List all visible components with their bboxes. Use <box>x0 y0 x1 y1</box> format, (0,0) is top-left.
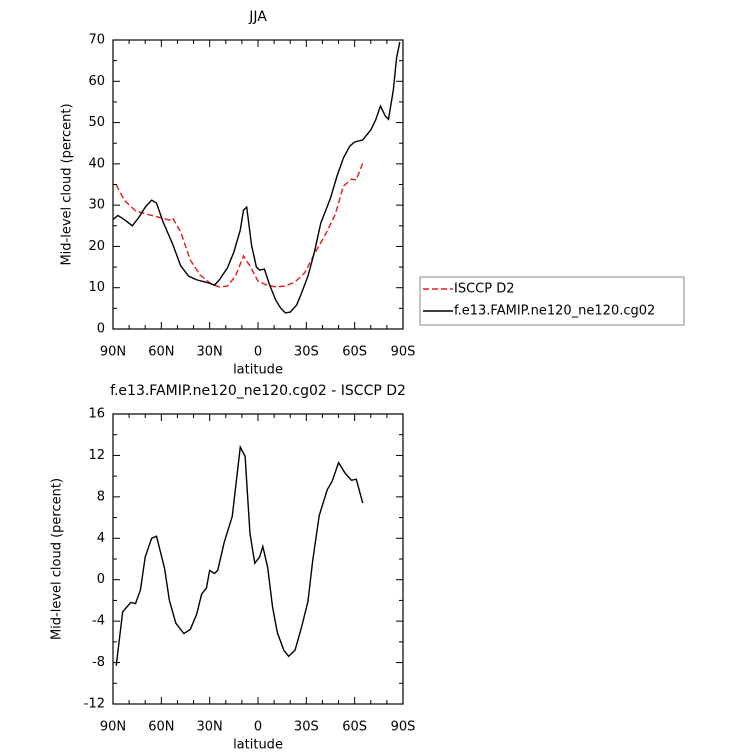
x-tick-label: 60N <box>148 345 174 360</box>
x-tick-label: 30S <box>294 345 319 360</box>
y-tick-label: 20 <box>88 239 105 254</box>
x-tick-label: 90N <box>100 345 126 360</box>
y-tick-label: 12 <box>88 448 105 463</box>
y-axis-label: Mid-level cloud (percent) <box>50 478 65 640</box>
data-line <box>112 41 401 314</box>
y-tick-label: -8 <box>92 655 105 670</box>
x-tick-label: 60N <box>148 720 174 735</box>
x-tick-label: 30S <box>294 720 319 735</box>
y-tick-label: 10 <box>88 280 105 295</box>
x-tick-label: 30N <box>197 345 223 360</box>
x-tick-label: 60S <box>342 720 367 735</box>
x-axis-label: latitude <box>233 738 283 753</box>
plot-frame <box>112 39 404 330</box>
y-tick-label: 4 <box>97 531 105 546</box>
y-tick-label: 30 <box>88 198 105 213</box>
y-tick-label: 16 <box>88 407 105 422</box>
x-tick-label: 90S <box>391 345 416 360</box>
legend-box <box>419 276 685 326</box>
y-tick-label: 0 <box>97 572 105 587</box>
y-tick-label: -4 <box>92 614 105 629</box>
chart-title: JJA <box>248 9 267 25</box>
x-tick-label: 0 <box>254 720 262 735</box>
y-tick-label: 0 <box>97 322 105 337</box>
y-tick-label: 60 <box>88 74 105 89</box>
chart-title: f.e13.FAMIP.ne120_ne120.cg02 - ISCCP D2 <box>110 383 406 399</box>
y-tick-label: 50 <box>88 115 105 130</box>
data-line <box>115 162 364 288</box>
x-tick-label: 60S <box>342 345 367 360</box>
data-line <box>115 444 364 666</box>
legend-label: f.e13.FAMIP.ne120_ne120.cg02 <box>454 304 655 319</box>
x-tick-label: 90N <box>100 720 126 735</box>
y-tick-label: 8 <box>97 489 105 504</box>
x-tick-label: 30N <box>197 720 223 735</box>
x-axis-label: latitude <box>233 363 283 378</box>
x-tick-label: 0 <box>254 345 262 360</box>
y-axis-label: Mid-level cloud (percent) <box>60 103 75 265</box>
legend-label: ISCCP D2 <box>454 282 515 297</box>
x-tick-label: 90S <box>391 720 416 735</box>
y-tick-label: -12 <box>84 697 105 712</box>
y-tick-label: 70 <box>88 33 105 48</box>
y-tick-label: 40 <box>88 156 105 171</box>
